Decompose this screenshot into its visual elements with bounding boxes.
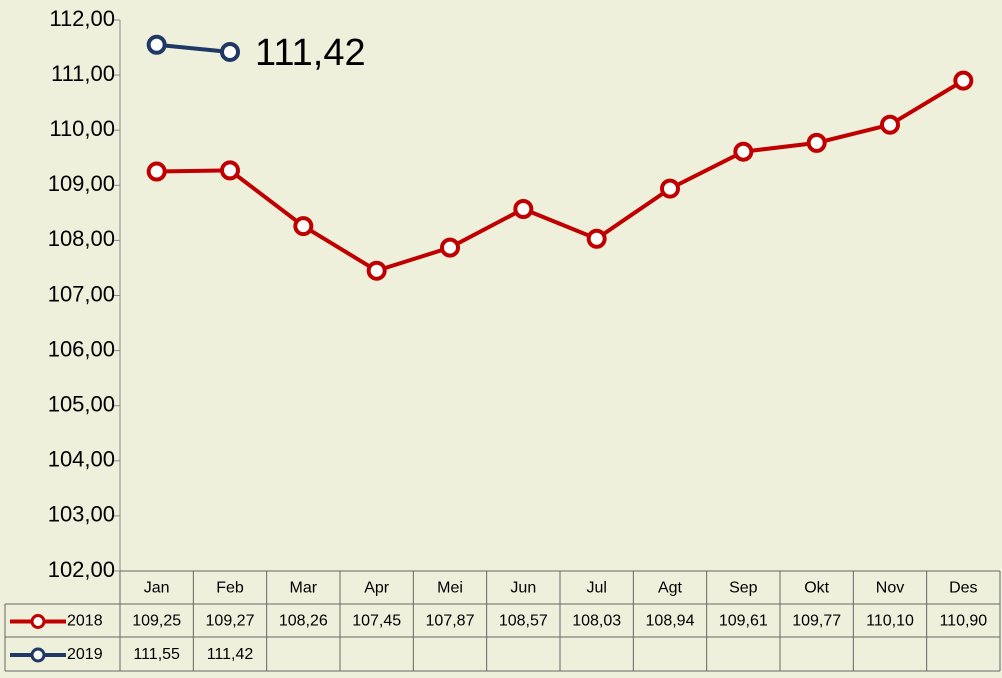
table-value: 109,61	[719, 613, 768, 630]
y-tick-label: 102,00	[48, 557, 115, 582]
marker	[146, 161, 167, 182]
marker	[586, 228, 607, 249]
x-tick-label: Feb	[216, 580, 244, 597]
table-value: 108,94	[646, 613, 695, 630]
x-tick-label: Des	[949, 580, 977, 597]
marker	[440, 237, 460, 258]
table-value: 110,90	[939, 613, 987, 630]
x-tick-label: Jan	[144, 580, 170, 597]
marker	[220, 160, 240, 181]
x-tick-label: Agt	[658, 580, 683, 597]
marker	[733, 141, 754, 162]
y-tick-label: 107,00	[48, 281, 115, 306]
marker	[660, 178, 680, 199]
marker	[953, 70, 974, 91]
series-line	[156, 78, 965, 273]
table-value: 109,25	[132, 613, 181, 630]
marker	[880, 114, 900, 135]
legend-label: 2019	[67, 646, 103, 663]
y-tick-label: 108,00	[48, 226, 115, 251]
marker	[806, 132, 827, 153]
table-value: 110,10	[866, 613, 914, 630]
table-value: 108,57	[499, 613, 548, 630]
y-tick-label: 105,00	[48, 392, 115, 417]
marker	[146, 34, 167, 55]
x-tick-label: Mei	[437, 580, 463, 597]
series-line	[156, 42, 231, 54]
x-tick-label: Mar	[290, 580, 318, 597]
x-tick-label: Sep	[729, 580, 758, 597]
marker	[366, 260, 387, 281]
table-value: 111,42	[207, 646, 254, 663]
table-value: 108,03	[572, 613, 621, 630]
y-tick-label: 110,00	[49, 116, 115, 141]
table-value: 107,87	[426, 613, 475, 630]
y-tick-label: 112,00	[49, 6, 115, 31]
table-value: 108,26	[279, 613, 328, 630]
marker	[220, 41, 240, 62]
y-tick-label: 106,00	[48, 336, 115, 361]
x-tick-label: Jul	[586, 580, 606, 597]
annotation: 111,42	[255, 32, 366, 74]
x-tick-label: Jun	[510, 580, 536, 597]
table-value: 109,77	[792, 613, 841, 630]
x-tick-label: Okt	[804, 580, 829, 597]
y-tick-label: 103,00	[48, 502, 115, 527]
x-tick-label: Nov	[876, 580, 904, 597]
marker	[293, 216, 314, 237]
table-value: 111,55	[133, 646, 180, 663]
y-tick-label: 104,00	[48, 447, 115, 472]
y-tick-label: 109,00	[48, 171, 115, 196]
legend-marker	[30, 647, 46, 663]
legend-marker	[30, 614, 46, 629]
y-tick-label: 111,00	[51, 61, 115, 86]
table-value: 107,45	[352, 613, 401, 630]
marker	[513, 198, 534, 219]
table-value: 109,27	[206, 613, 255, 630]
x-tick-label: Apr	[364, 580, 390, 597]
legend-label: 2018	[67, 613, 103, 630]
